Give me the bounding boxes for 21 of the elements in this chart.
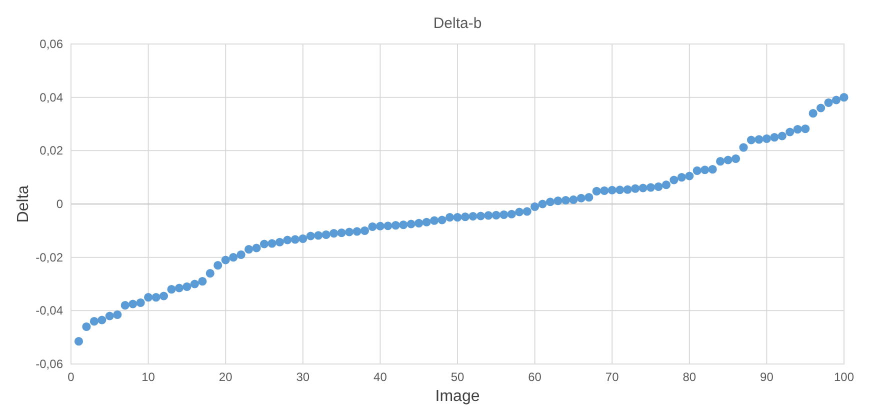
y-tick-label: -0,06	[36, 357, 64, 371]
y-tick-label: 0	[56, 197, 64, 211]
x-tick-label: 80	[682, 370, 696, 384]
x-tick-label: 70	[605, 370, 620, 384]
x-tick-label: 0	[68, 370, 75, 384]
x-tick-label: 20	[218, 370, 233, 384]
chart-title: Delta-b	[433, 15, 482, 32]
x-tick-label: 40	[374, 370, 388, 384]
x-axis-title: Image	[435, 388, 480, 405]
x-tick-label: 60	[528, 370, 542, 384]
x-tick-label: 30	[296, 370, 310, 384]
y-tick-label: 0,06	[40, 37, 64, 51]
y-tick-label: -0,04	[36, 304, 64, 318]
x-tick-label: 90	[760, 370, 774, 384]
x-tick-label: 10	[142, 370, 156, 384]
x-tick-label: 100	[834, 370, 854, 384]
y-tick-label: -0,02	[36, 250, 64, 264]
y-axis-title: Delta	[15, 185, 32, 223]
y-tick-label: 0,02	[40, 144, 64, 158]
y-tick-label: 0,04	[40, 90, 64, 104]
x-tick-label: 50	[450, 370, 464, 384]
